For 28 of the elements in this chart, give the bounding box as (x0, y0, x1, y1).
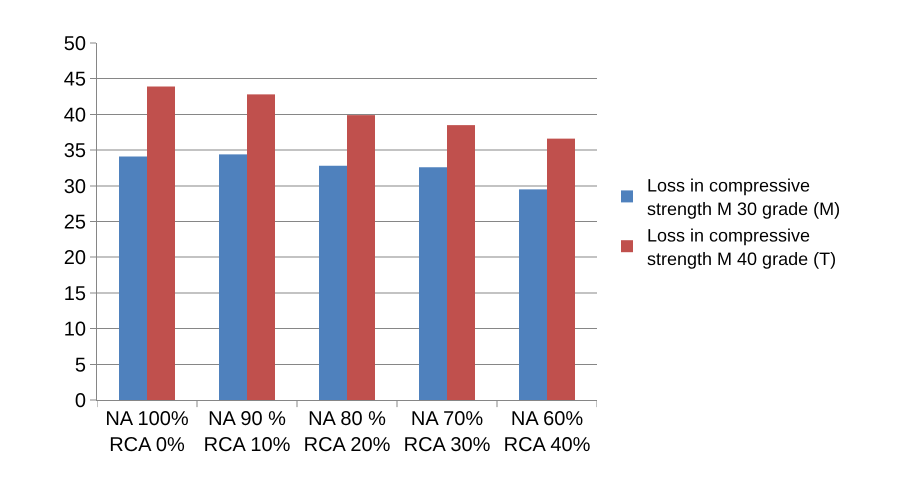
legend-label: Loss in compressive strength M 30 grade (M) (647, 176, 840, 220)
bar (247, 94, 275, 400)
y-tick-label: 10 (64, 318, 86, 341)
bar (419, 167, 447, 400)
y-tick-label: 25 (64, 212, 86, 234)
x-tick-label: NA 70% RCA 30% (404, 408, 491, 456)
y-tick-label: 30 (64, 176, 86, 198)
y-tick-label: 15 (64, 282, 86, 305)
x-tick-label: NA 90 % RCA 10% (204, 408, 291, 456)
bar (219, 154, 247, 400)
y-tick-label: 40 (64, 104, 86, 126)
bar (147, 86, 175, 400)
y-tick-label: 45 (64, 68, 86, 91)
x-tick-label: NA 60% RCA 40% (504, 408, 591, 456)
y-tick-label: 0 (74, 390, 86, 412)
x-tick-label: NA 80 % RCA 20% (304, 408, 391, 456)
bar (347, 115, 375, 400)
x-tick-label: NA 100% RCA 0% (105, 408, 189, 456)
bar (319, 166, 347, 400)
y-tick-label: 5 (74, 354, 86, 376)
legend-label: Loss in compressive strength M 40 grade (T) (647, 226, 836, 269)
bar (519, 189, 547, 400)
bar (119, 156, 147, 400)
y-tick-label: 35 (64, 140, 86, 162)
y-tick-label: 20 (64, 247, 86, 270)
bar (547, 138, 575, 400)
bar (447, 125, 475, 400)
y-tick-label: 50 (64, 33, 86, 55)
